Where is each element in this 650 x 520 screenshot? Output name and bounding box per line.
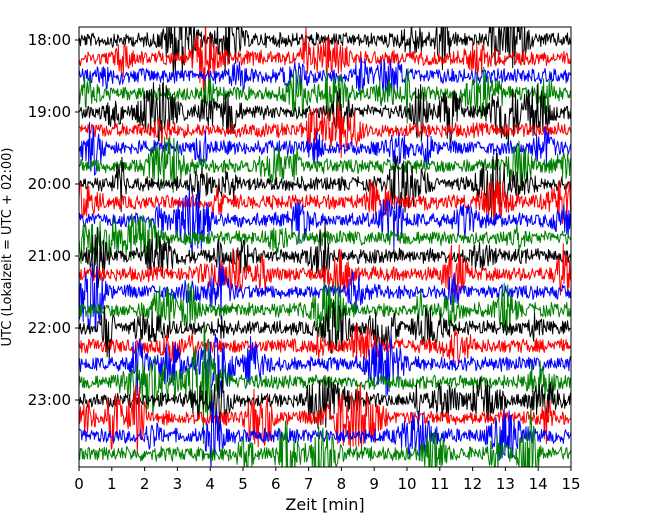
trace-line [79,27,571,78]
x-tick-label: 11 [430,475,449,493]
plot-frame [78,26,572,468]
trace-line [79,383,571,454]
trace-line [79,66,571,124]
trace-line [79,323,571,369]
x-tick-label: 7 [304,475,314,493]
trace-line [79,179,571,225]
trace-line [79,219,571,293]
y-tick-label: 20:00 [28,175,71,193]
trace-line [79,27,571,94]
x-tick-label: 6 [271,475,281,493]
trace-line [79,243,571,301]
trace-line [79,333,571,399]
seismogram-traces [79,27,571,467]
trace-line [79,57,571,98]
trace-line [79,408,571,467]
x-tick-label: 5 [238,475,248,493]
trace-line [79,101,571,159]
trace-line [79,135,571,193]
x-tick-label: 13 [496,475,515,493]
y-tick-label: 18:00 [28,31,71,49]
trace-line [79,401,571,467]
y-tick-label: 23:00 [28,391,71,409]
x-tick-label: 8 [337,475,347,493]
x-tick-label: 15 [561,475,580,493]
x-tick-label: 3 [173,475,183,493]
y-tick-label: 21:00 [28,247,71,265]
y-axis-label: UTC (Lokalzeit = UTC + 02:00) [0,148,15,347]
x-tick-label: 12 [463,475,482,493]
y-axis-ticks: 18:00 19:00 20:00 21:00 22:00 23:00 [28,31,79,409]
x-tick-label: 0 [74,475,84,493]
trace-line [79,185,571,259]
trace-line [79,121,571,176]
x-tick-label: 4 [205,475,215,493]
trace-line [79,260,571,332]
x-tick-label: 10 [397,475,416,493]
x-axis-label: Zeit [min] [285,495,364,514]
x-tick-label: 9 [369,475,379,493]
y-tick-label: 22:00 [28,319,71,337]
x-tick-label: 14 [529,475,548,493]
x-axis-ticks: 0 1 2 3 4 5 6 7 8 9 10 11 12 13 14 15 [74,467,581,493]
x-tick-label: 1 [107,475,117,493]
x-tick-label: 2 [140,475,150,493]
trace-line [79,372,571,432]
y-tick-label: 19:00 [28,103,71,121]
